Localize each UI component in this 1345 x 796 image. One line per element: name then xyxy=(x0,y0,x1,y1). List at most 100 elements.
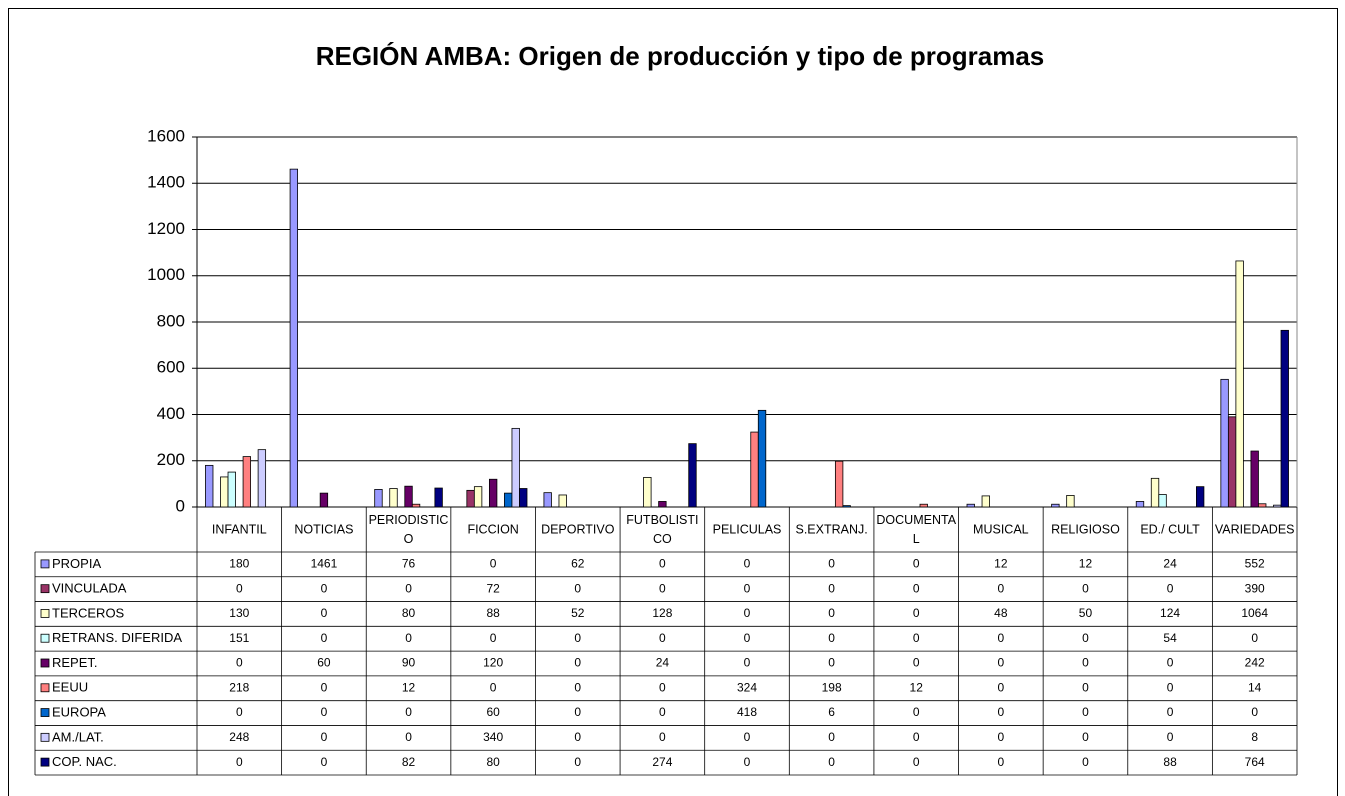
table-value: 76 xyxy=(402,557,416,571)
bar xyxy=(257,449,267,508)
table-value: 0 xyxy=(659,557,666,571)
table-value: 130 xyxy=(229,606,249,620)
legend-key xyxy=(40,757,50,767)
table-value: 0 xyxy=(828,631,835,645)
table-value: 0 xyxy=(913,631,920,645)
table-value: 552 xyxy=(1245,557,1265,571)
bar xyxy=(519,488,528,508)
table-value: 0 xyxy=(659,581,666,595)
table-value: 0 xyxy=(913,656,920,670)
table-value: 418 xyxy=(737,705,757,719)
table-value: 60 xyxy=(317,656,331,670)
table-value: 0 xyxy=(1251,705,1258,719)
table-value: 0 xyxy=(659,705,666,719)
table-value: 151 xyxy=(229,631,249,645)
table-value: 50 xyxy=(1079,606,1093,620)
table-value: 248 xyxy=(229,730,249,744)
table-value: 0 xyxy=(321,705,328,719)
legend-label: AM./LAT. xyxy=(52,729,104,744)
x-tick-label: DEPORTIVO xyxy=(541,522,615,536)
table-value: 12 xyxy=(994,557,1008,571)
table-value: 198 xyxy=(822,680,842,694)
legend-label: COP. NAC. xyxy=(52,754,117,769)
table-value: 0 xyxy=(490,631,497,645)
bar xyxy=(205,464,214,508)
table-value: 0 xyxy=(574,705,581,719)
table-value: 0 xyxy=(405,631,412,645)
bar xyxy=(1150,477,1160,508)
table-value: 0 xyxy=(659,680,666,694)
table-value: 0 xyxy=(236,656,243,670)
table-value: 0 xyxy=(998,631,1005,645)
bar xyxy=(488,478,498,508)
table-value: 242 xyxy=(1245,656,1265,670)
table-value: 0 xyxy=(1251,631,1258,645)
table-value: 0 xyxy=(574,730,581,744)
x-tick-label: FICCION xyxy=(467,522,518,536)
bar xyxy=(966,503,975,508)
bar xyxy=(1066,495,1075,508)
table-value: 180 xyxy=(229,557,249,571)
table-value: 0 xyxy=(659,730,666,744)
table-value: 8 xyxy=(1251,730,1258,744)
table-value: 274 xyxy=(652,755,672,769)
y-tick-label: 600 xyxy=(157,358,185,377)
table-value: 0 xyxy=(744,557,751,571)
table-value: 0 xyxy=(998,581,1005,595)
table-value: 0 xyxy=(321,581,328,595)
y-tick-label: 1600 xyxy=(147,126,185,145)
table-value: 6 xyxy=(828,705,835,719)
legend-key xyxy=(40,683,50,693)
table-value: 0 xyxy=(1167,581,1174,595)
bar xyxy=(411,503,421,508)
legend-label: TERCEROS xyxy=(52,605,125,620)
table-value: 0 xyxy=(236,755,243,769)
legend-key xyxy=(40,633,50,643)
bar xyxy=(1220,378,1229,508)
table-value: 340 xyxy=(483,730,503,744)
table-value: 0 xyxy=(1082,631,1089,645)
table-value: 0 xyxy=(574,631,581,645)
bar xyxy=(1196,486,1205,508)
bar xyxy=(227,471,236,508)
legend-label: VINCULADA xyxy=(52,581,127,596)
table-value: 128 xyxy=(652,606,672,620)
table-value: 0 xyxy=(405,581,412,595)
table-value: 0 xyxy=(1082,680,1089,694)
legend-key xyxy=(40,658,50,668)
bar xyxy=(1250,450,1259,508)
bar xyxy=(543,492,552,508)
bar xyxy=(1051,503,1060,508)
bar xyxy=(643,476,652,508)
legend-key xyxy=(40,609,50,618)
bar xyxy=(404,485,413,508)
table-value: 0 xyxy=(744,631,751,645)
bar xyxy=(1273,504,1282,508)
table-value: 80 xyxy=(486,755,500,769)
table-value: 0 xyxy=(744,606,751,620)
table-value: 0 xyxy=(828,557,835,571)
table-value: 60 xyxy=(486,705,500,719)
table-value: 14 xyxy=(1248,680,1262,694)
y-tick-label: 200 xyxy=(157,450,185,469)
bar xyxy=(688,443,697,508)
table-value: 0 xyxy=(744,755,751,769)
table-value: 12 xyxy=(910,680,924,694)
table-value: 0 xyxy=(828,656,835,670)
table-value: 12 xyxy=(1079,557,1093,571)
table-value: 324 xyxy=(737,680,757,694)
bar xyxy=(1258,503,1267,508)
bar xyxy=(750,431,759,508)
legend-key xyxy=(40,732,50,742)
bar xyxy=(289,168,298,508)
table-value: 0 xyxy=(321,680,328,694)
legend-key xyxy=(40,584,50,594)
table-value: 0 xyxy=(1167,730,1174,744)
legend-label: EEUU xyxy=(52,680,88,695)
table-value: 0 xyxy=(913,705,920,719)
bar xyxy=(374,489,383,508)
y-tick-label: 400 xyxy=(157,404,185,423)
bar xyxy=(1135,501,1145,508)
x-tick-label: S.EXTRANJ. xyxy=(795,522,867,536)
